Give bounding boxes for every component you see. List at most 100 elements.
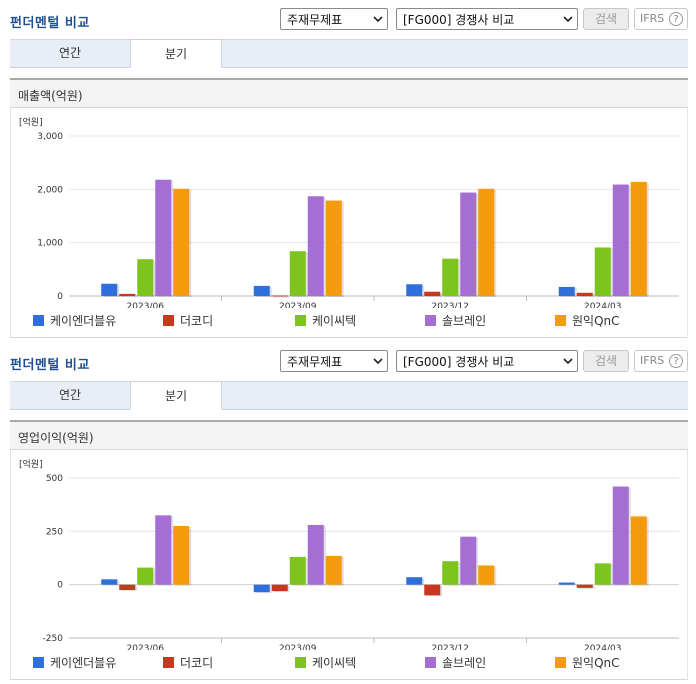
- legend-item[interactable]: 원익QnC: [555, 312, 620, 329]
- legend-item[interactable]: 더코디: [163, 312, 213, 329]
- legend-swatch: [425, 657, 436, 668]
- chart-legend: 케이엔더블유 더코디 케이씨텍 솔브레인 원익QnC: [33, 654, 683, 670]
- chevron-down-icon: [373, 358, 383, 365]
- panel-header: 펀더멘털 비교 주재무제표 [FG000] 경쟁사 비교 검색 IFRS ?: [0, 0, 696, 38]
- panel-title: 펀더멘털 비교: [10, 16, 90, 31]
- chevron-down-icon: [563, 16, 573, 23]
- legend-item[interactable]: 솔브레인: [425, 654, 486, 671]
- legend-item[interactable]: 케이씨텍: [295, 654, 356, 671]
- bar: [271, 295, 288, 297]
- tab-quarterly[interactable]: 분기: [130, 39, 222, 68]
- bar-chart-container: [억원] 0 1,000 2,000 3,000 2023/06 2023/09 2023/1…: [10, 108, 688, 338]
- bar: [460, 536, 477, 585]
- legend-item[interactable]: 원익QnC: [555, 654, 620, 671]
- y-tick-label: -250: [43, 634, 64, 644]
- y-tick-label: 500: [46, 474, 63, 484]
- legend-label: 더코디: [180, 314, 214, 328]
- x-tick-label: 2023/12: [432, 302, 469, 308]
- peer-group-select[interactable]: [FG000] 경쟁사 비교: [396, 350, 578, 372]
- ifrs-help-button[interactable]: IFRS ?: [634, 350, 688, 372]
- statement-type-select[interactable]: 주재무제표: [280, 350, 388, 372]
- bar: [612, 486, 629, 585]
- bar: [558, 286, 575, 296]
- legend-swatch: [295, 315, 306, 326]
- search-button[interactable]: 검색: [583, 8, 629, 30]
- bar: [630, 181, 647, 296]
- panel-title: 펀더멘털 비교: [10, 358, 90, 373]
- y-tick-label: 3,000: [37, 132, 63, 142]
- metric-header: 매출액(억원): [10, 78, 688, 108]
- period-tabs: 연간 분기: [10, 381, 688, 410]
- ifrs-label: IFRS: [640, 12, 665, 25]
- tab-quarterly[interactable]: 분기: [130, 381, 222, 410]
- x-tick-label: 2023/06: [127, 302, 165, 308]
- legend-item[interactable]: 케이엔더블유: [33, 654, 116, 671]
- legend-item[interactable]: 케이엔더블유: [33, 312, 116, 329]
- legend-label: 더코디: [180, 656, 214, 670]
- search-button[interactable]: 검색: [583, 350, 629, 372]
- y-tick-label: 2,000: [37, 185, 63, 195]
- peer-group-value: [FG000] 경쟁사 비교: [403, 355, 515, 369]
- peer-group-value: [FG000] 경쟁사 비교: [403, 13, 515, 27]
- fundamental-compare-panel-op-income: 펀더멘털 비교 주재무제표 [FG000] 경쟁사 비교 검색 IFRS ? 연…: [0, 342, 696, 684]
- legend-item[interactable]: 케이씨텍: [295, 312, 356, 329]
- legend-label: 케이엔더블유: [50, 656, 117, 670]
- bar: [558, 582, 575, 585]
- bar: [253, 285, 270, 296]
- bar: [325, 555, 342, 585]
- legend-swatch: [295, 657, 306, 668]
- ifrs-label: IFRS: [640, 354, 665, 367]
- bar: [594, 563, 611, 585]
- peer-group-select[interactable]: [FG000] 경쟁사 비교: [396, 8, 578, 30]
- y-tick-label: 250: [46, 527, 63, 537]
- bar: [325, 200, 342, 296]
- bar: [137, 567, 154, 585]
- chevron-down-icon: [373, 16, 383, 23]
- y-tick-label: 1,000: [37, 239, 63, 249]
- bar: [576, 292, 593, 296]
- panel-header: 펀더멘털 비교 주재무제표 [FG000] 경쟁사 비교 검색 IFRS ?: [0, 342, 696, 380]
- bar: [155, 179, 172, 296]
- statement-type-value: 주재무제표: [287, 13, 343, 27]
- legend-item[interactable]: 솔브레인: [425, 312, 486, 329]
- bar: [289, 251, 306, 296]
- x-tick-label: 2023/06: [127, 644, 165, 650]
- fundamental-compare-panel-sales: 펀더멘털 비교 주재무제표 [FG000] 경쟁사 비교 검색 IFRS ? 연…: [0, 0, 696, 338]
- bar: [460, 192, 477, 296]
- metric-title: 매출액(억원): [18, 89, 83, 103]
- statement-type-select[interactable]: 주재무제표: [280, 8, 388, 30]
- bar: [307, 196, 324, 296]
- legend-swatch: [425, 315, 436, 326]
- bar: [478, 565, 495, 585]
- bar: [576, 584, 593, 588]
- x-tick-label: 2023/09: [279, 644, 317, 650]
- legend-label: 솔브레인: [442, 656, 487, 670]
- legend-swatch: [33, 315, 44, 326]
- bar: [594, 247, 611, 296]
- bar: [630, 516, 647, 585]
- chevron-down-icon: [563, 358, 573, 365]
- x-tick-label: 2023/12: [432, 644, 469, 650]
- bar: [173, 188, 190, 296]
- statement-type-value: 주재무제표: [287, 355, 343, 369]
- legend-label: 케이씨텍: [312, 314, 357, 328]
- bar: [253, 584, 270, 593]
- bar: [119, 584, 136, 590]
- bar: [137, 259, 154, 296]
- legend-item[interactable]: 더코디: [163, 654, 213, 671]
- bar: [101, 579, 118, 585]
- ifrs-help-button[interactable]: IFRS ?: [634, 8, 688, 30]
- bar: [155, 515, 172, 585]
- x-tick-label: 2024/03: [584, 644, 621, 650]
- tab-annual[interactable]: 연간: [58, 46, 82, 60]
- legend-label: 케이엔더블유: [50, 314, 117, 328]
- x-tick-label: 2023/09: [279, 302, 317, 308]
- bar: [119, 293, 136, 296]
- metric-header: 영업이익(억원): [10, 420, 688, 450]
- legend-swatch: [163, 657, 174, 668]
- legend-label: 원익QnC: [572, 656, 620, 670]
- y-tick-label: 0: [57, 292, 63, 302]
- bar: [307, 524, 324, 585]
- bar: [101, 283, 118, 296]
- tab-annual[interactable]: 연간: [58, 388, 82, 402]
